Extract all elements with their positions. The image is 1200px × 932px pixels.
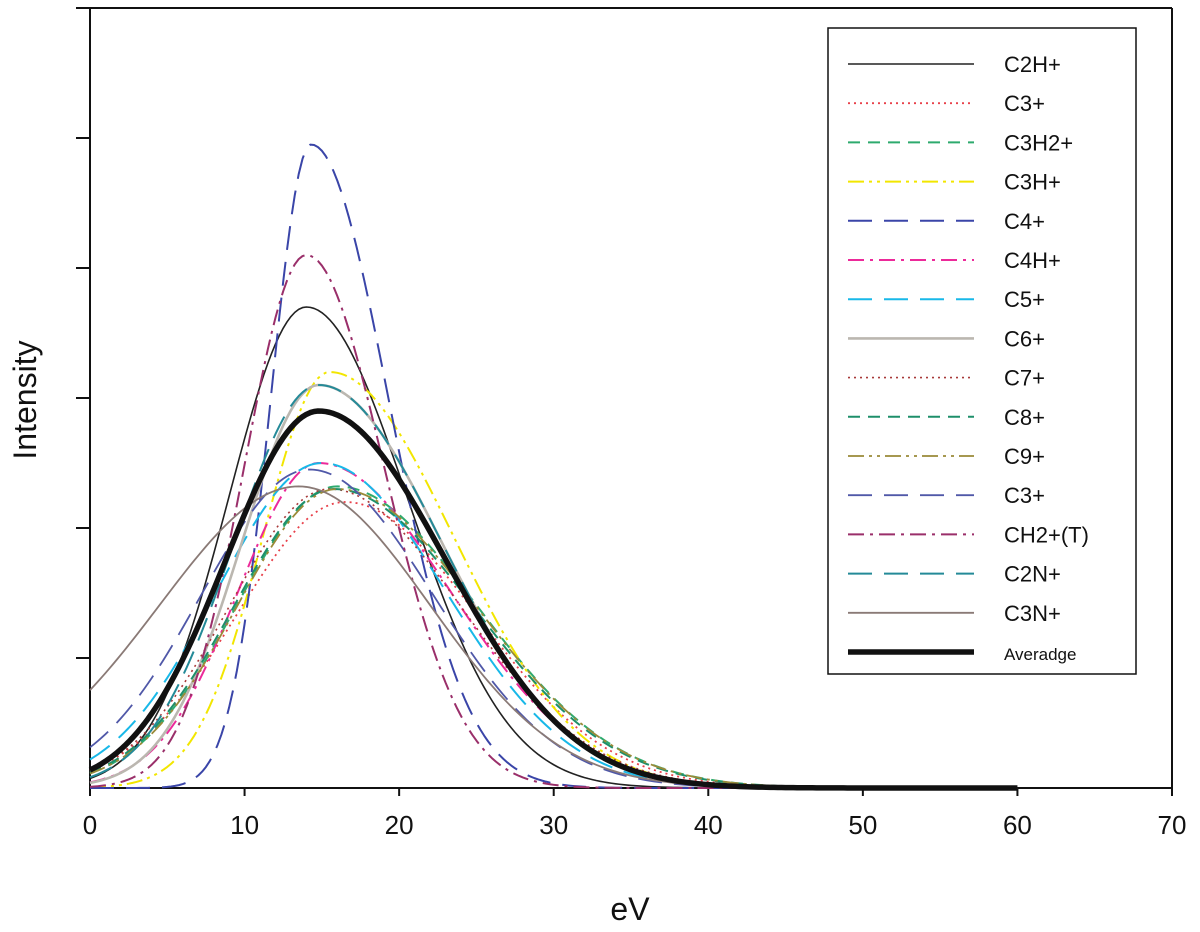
y-axis-title: Intensity [7,340,43,459]
x-axis-title: eV [610,891,650,927]
legend-label: C2H+ [1004,52,1061,77]
y-ticks [76,7,90,659]
legend-label: C5+ [1004,287,1045,312]
x-tick-label: 30 [539,810,568,840]
legend-items: C2H+ C3+ C3H2+ C3H+ C4+ C4H+ C5+ C6+ C7+ C8+ C9+ C3… [848,52,1089,664]
legend-label: C9+ [1004,444,1045,469]
legend-label: C8+ [1004,405,1045,430]
x-tick-label: 60 [1003,810,1032,840]
legend-label: C7+ [1004,366,1045,391]
legend-label: C4+ [1004,209,1045,234]
legend-label: C3+ [1004,483,1045,508]
x-tick-label: 10 [230,810,259,840]
legend-label: CH2+(T) [1004,522,1089,547]
legend-label: Averadge [1004,645,1076,664]
legend-label: C2N+ [1004,562,1061,587]
legend-label: C3H2+ [1004,130,1073,155]
x-tick-label: 50 [848,810,877,840]
x-ticks: 0 10 20 30 40 50 60 70 [83,788,1187,840]
series-line-averadge [88,408,1018,791]
legend-box [827,27,1137,675]
legend-label: C3N+ [1004,601,1061,626]
x-tick-label: 0 [83,810,97,840]
legend-label: C6+ [1004,326,1045,351]
legend-label: C4H+ [1004,248,1061,273]
series-line-c5 [89,462,1018,789]
x-tick-label: 70 [1158,810,1187,840]
x-tick-label: 40 [694,810,723,840]
series-lines [88,143,1018,791]
x-tick-label: 20 [385,810,414,840]
legend-label: C3H+ [1004,170,1061,195]
legend-label: C3+ [1004,91,1045,116]
legend: C2H+ C3+ C3H2+ C3H+ C4+ C4H+ C5+ C6+ C7+ C8+ C9+ C3… [827,27,1137,675]
